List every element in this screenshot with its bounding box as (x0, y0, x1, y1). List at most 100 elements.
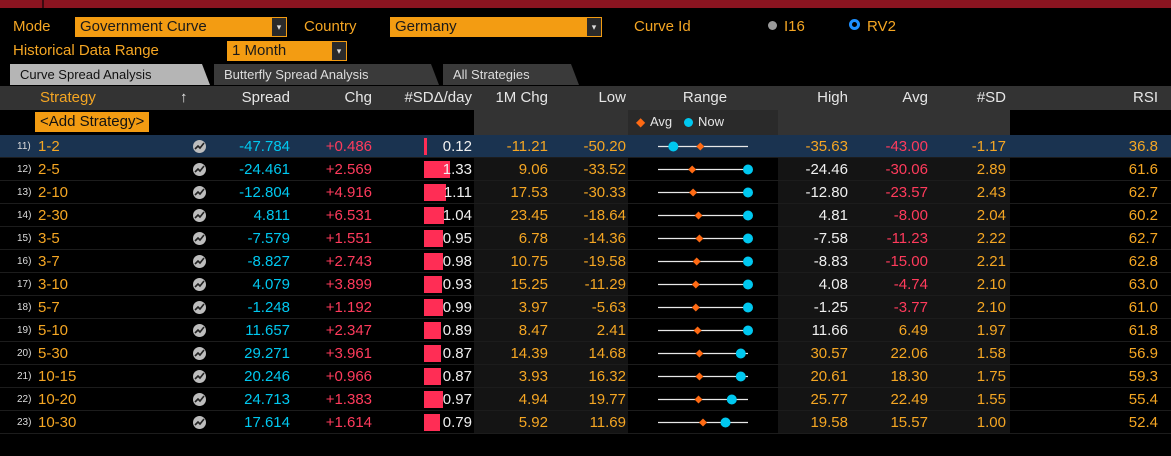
sort-ascending-icon[interactable]: ↑ (180, 89, 188, 106)
chart-icon[interactable] (193, 140, 206, 153)
header-low[interactable]: Low (598, 89, 626, 106)
table-row[interactable]: 21) 10-15 20.246 +0.966 0.87 3.93 16.32 20.61 18… (0, 365, 1171, 388)
strategy-name[interactable]: 2-5 (38, 161, 60, 178)
table-row[interactable]: 15) 3-5 -7.579 +1.551 0.95 6.78 -14.36 -7.58 -11… (0, 227, 1171, 250)
sd-value: 1.55 (976, 391, 1006, 408)
chart-icon[interactable] (193, 255, 206, 268)
sd-day-bar (424, 322, 441, 339)
strategy-name[interactable]: 2-30 (38, 207, 69, 224)
high-value: -12.80 (805, 184, 848, 201)
low-value: -18.64 (583, 207, 626, 224)
table-row[interactable]: 18) 5-7 -1.248 +1.192 0.99 3.97 -5.63 -1.25 -3.7… (0, 296, 1171, 319)
chart-icon[interactable] (193, 232, 206, 245)
strategy-name[interactable]: 5-30 (38, 345, 69, 362)
table-row[interactable]: 14) 2-30 4.811 +6.531 1.04 23.45 -18.64 4.81 -8.… (0, 204, 1171, 227)
header-chg[interactable]: Chg (344, 89, 372, 106)
radio-selected-icon (849, 19, 860, 30)
strategy-name[interactable]: 10-15 (38, 368, 77, 385)
chart-icon[interactable] (193, 370, 206, 383)
chart-icon[interactable] (193, 278, 206, 291)
high-value: 30.57 (810, 345, 848, 362)
header-high[interactable]: High (817, 89, 848, 106)
country-dropdown-arrow-icon[interactable]: ▾ (587, 18, 601, 36)
table-row[interactable]: 23) 10-30 17.614 +1.614 0.79 5.92 11.69 19.58 15… (0, 411, 1171, 434)
header-sd-day[interactable]: #SDΔ/day (404, 89, 472, 106)
header-sd[interactable]: #SD (976, 89, 1006, 106)
row-divider (0, 295, 1171, 296)
curve-option-rv2[interactable]: RV2 (849, 17, 896, 37)
table-row[interactable]: 12) 2-5 -24.461 +2.569 1.33 9.06 -33.52 -24.46 -… (0, 158, 1171, 181)
header-spread[interactable]: Spread (241, 89, 290, 106)
table-row[interactable]: 11) 1-2 -47.784 +0.486 0.12 -11.21 -50.20 -35.6… (0, 135, 1171, 158)
strategy-name[interactable]: 3-5 (38, 230, 60, 247)
tab-all-strategies[interactable]: All Strategies (443, 64, 579, 85)
chart-icon[interactable] (193, 393, 206, 406)
header-avg[interactable]: Avg (902, 89, 928, 106)
chart-icon[interactable] (193, 209, 206, 222)
low-value: 14.68 (588, 345, 626, 362)
range-chart (650, 411, 760, 434)
table-row[interactable]: 22) 10-20 24.713 +1.383 0.97 4.94 19.77 25.77 22… (0, 388, 1171, 411)
now-marker (743, 325, 753, 336)
low-value: -11.29 (584, 276, 626, 293)
spread-value: -12.804 (239, 184, 290, 201)
header-1m-chg[interactable]: 1M Chg (495, 89, 548, 106)
range-chart-svg (658, 417, 748, 428)
curve-option-i16[interactable]: I16 (768, 17, 805, 37)
header-rsi[interactable]: RSI (1132, 89, 1158, 106)
chart-icon[interactable] (193, 416, 206, 429)
spread-value: 17.614 (244, 414, 290, 431)
country-dropdown[interactable]: Germany ▾ (390, 17, 602, 37)
tab-curve-spread-analysis[interactable]: Curve Spread Analysis (10, 64, 210, 85)
row-number: 23) (17, 417, 32, 428)
strategy-name[interactable]: 10-30 (38, 414, 77, 431)
add-strategy-button[interactable]: <Add Strategy> (35, 112, 150, 132)
row-shade-left (474, 296, 628, 319)
strategy-name[interactable]: 5-10 (38, 322, 69, 339)
low-value: -33.52 (583, 161, 626, 178)
strategy-name[interactable]: 2-10 (38, 184, 69, 201)
chart-icon[interactable] (193, 347, 206, 360)
table-row[interactable]: 16) 3-7 -8.827 +2.743 0.98 10.75 -19.58 -8.83 -1… (0, 250, 1171, 273)
chart-icon[interactable] (193, 324, 206, 337)
mode-dropdown-arrow-icon[interactable]: ▾ (272, 18, 286, 36)
high-value: 20.61 (810, 368, 848, 385)
curve-option-i16-label: I16 (784, 18, 805, 35)
sd-value: 1.58 (976, 345, 1006, 362)
historical-range-arrow-icon[interactable]: ▾ (332, 42, 346, 60)
strategy-name[interactable]: 5-7 (38, 299, 60, 316)
sd-value: 2.43 (976, 184, 1006, 201)
mode-value: Government Curve (80, 18, 207, 35)
table-row[interactable]: 13) 2-10 -12.804 +4.916 1.11 17.53 -30.33 -12.8… (0, 181, 1171, 204)
strategy-name[interactable]: 10-20 (38, 391, 77, 408)
row-shade-right (778, 158, 1010, 181)
strategy-name[interactable]: 3-7 (38, 253, 60, 270)
chart-icon[interactable] (193, 301, 206, 314)
range-chart (650, 250, 760, 273)
chart-icon[interactable] (193, 186, 206, 199)
strategy-name[interactable]: 3-10 (38, 276, 69, 293)
low-value: 11.69 (589, 414, 626, 431)
chart-icon[interactable] (193, 163, 206, 176)
mode-dropdown[interactable]: Government Curve ▾ (75, 17, 287, 37)
low-value: 19.77 (588, 391, 626, 408)
avg-marker (692, 257, 701, 266)
row-shade-right (778, 181, 1010, 204)
sd-day-bar (424, 276, 442, 293)
row-shade-right (778, 273, 1010, 296)
tab-butterfly-spread-analysis[interactable]: Butterfly Spread Analysis (214, 64, 439, 85)
row-divider (0, 157, 1171, 158)
sd-day-value: 0.89 (442, 322, 472, 339)
high-value: -8.83 (813, 253, 848, 270)
header-range[interactable]: Range (682, 89, 728, 106)
avg-marker (693, 326, 702, 335)
table-row[interactable]: 17) 3-10 4.079 +3.899 0.93 15.25 -11.29 4.08 -4.… (0, 273, 1171, 296)
table-row[interactable]: 19) 5-10 11.657 +2.347 0.89 8.47 2.41 11.66 6.49… (0, 319, 1171, 342)
1m-chg-value: 8.47 (518, 322, 548, 339)
range-chart-svg (658, 164, 753, 175)
sd-day-value: 0.95 (442, 230, 472, 247)
strategy-name[interactable]: 1-2 (38, 138, 60, 155)
header-strategy[interactable]: Strategy (40, 89, 96, 106)
historical-range-dropdown[interactable]: 1 Month ▾ (227, 41, 347, 61)
table-row[interactable]: 20) 5-30 29.271 +3.961 0.87 14.39 14.68 30.57 22… (0, 342, 1171, 365)
